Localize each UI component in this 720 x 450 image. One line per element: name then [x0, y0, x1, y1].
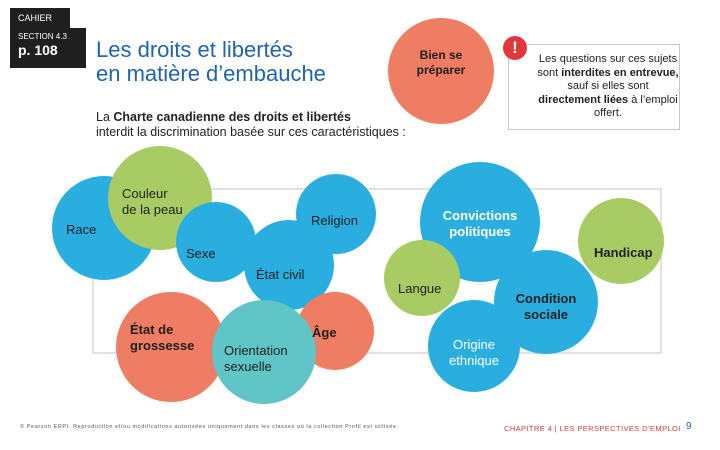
warning-bold-2: directement liées: [538, 93, 629, 106]
warning-box: Les questions sur ces sujets sont interd…: [508, 44, 680, 130]
chapter-footer: CHAPITRE 4 | LES PERSPECTIVES D’EMPLOI: [504, 424, 681, 433]
title-line-1: Les droits et libertés: [96, 37, 293, 62]
label-origine-line-2: ethnique: [449, 353, 499, 368]
label-couleur-line-2: de la peau: [122, 202, 183, 217]
label-convictions-line-1: Convictions: [442, 208, 518, 223]
label-couleur-line-1: Couleur: [122, 186, 168, 201]
label-condition: Condition sociale: [506, 291, 586, 323]
label-condition-line-1: Condition: [515, 291, 577, 306]
intro-line-1: La Charte canadienne des droits et liber…: [96, 110, 456, 125]
cahier-label: CAHIER: [18, 13, 53, 23]
page-title: Les droits et libertés en matière d’emba…: [96, 38, 386, 86]
circle-handicap: [578, 198, 664, 284]
label-handicap: Handicap: [594, 245, 653, 260]
prep-badge-text: Bien se préparer: [388, 48, 494, 78]
label-origine-line-1: Origine: [453, 337, 495, 352]
intro-part-1: La: [96, 110, 114, 124]
circle-langue: [384, 240, 460, 316]
warning-part-1: Les questions sur ces sujets sont: [537, 53, 678, 79]
circle-grossesse: [116, 292, 226, 402]
title-line-2: en matière d’embauche: [96, 61, 326, 86]
circle-origine: [428, 300, 520, 392]
intro-charter-name: Charte canadienne des droits et libertés: [113, 110, 351, 124]
label-orientation-line-1: Orientation: [224, 343, 288, 358]
label-langue: Langue: [398, 281, 442, 296]
label-race: Race: [66, 222, 97, 237]
label-condition-line-2: sociale: [523, 307, 569, 322]
label-grossesse-line-2: grossesse: [130, 338, 195, 353]
warning-text: Les questions sur ces sujets sont interd…: [537, 53, 679, 121]
prep-line-1: Bien se: [419, 48, 463, 62]
cahier-tab: CAHIER: [10, 8, 70, 28]
section-label: SECTION 4.3: [18, 32, 67, 41]
label-origine: Origine ethnique: [444, 337, 504, 369]
prep-line-2: préparer: [416, 63, 466, 77]
label-orientation-line-2: sexuelle: [224, 359, 272, 374]
section-box: SECTION 4.3 p. 108: [10, 28, 86, 68]
circle-sexe: [176, 202, 256, 282]
label-convictions-line-2: politiques: [449, 224, 511, 239]
intro-line-2: interdit la discrimination basée sur ces…: [96, 125, 406, 139]
label-age: Âge: [312, 325, 337, 340]
label-sexe: Sexe: [186, 246, 216, 261]
intro-text: La Charte canadienne des droits et liber…: [96, 110, 456, 140]
label-grossesse-line-1: État de: [130, 322, 174, 337]
exclamation-icon: !: [503, 36, 527, 60]
label-orientation: Orientation sexuelle: [224, 343, 288, 375]
label-religion: Religion: [311, 213, 358, 228]
warning-part-3: à l’emploi offert.: [594, 93, 678, 120]
warning-part-2: sauf si elles sont: [567, 80, 649, 92]
warning-bold-1: interdites en entrevue,: [561, 66, 679, 79]
page-number: 9: [686, 421, 692, 432]
page-reference: p. 108: [18, 42, 58, 58]
copyright-notice: © Pearson ERPI. Reproduction et/ou modif…: [20, 424, 399, 430]
label-etat-civil: État civil: [256, 267, 305, 282]
circle-orientation: [212, 300, 316, 404]
label-couleur: Couleur de la peau: [122, 186, 183, 218]
label-grossesse: État de grossesse: [130, 322, 194, 354]
prep-badge: Bien se préparer: [388, 18, 494, 124]
label-convictions: Convictions politiques: [430, 208, 530, 240]
